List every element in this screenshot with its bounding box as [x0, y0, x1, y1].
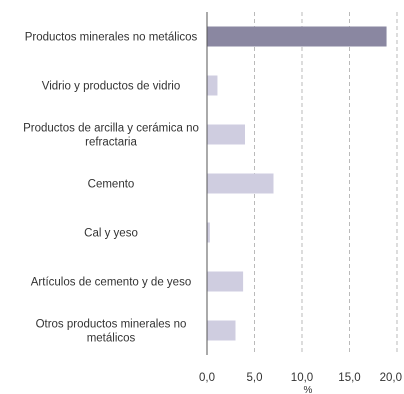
x-tick-label: 20,0 — [380, 372, 402, 384]
category-label: Otros productos minerales no metálicos — [36, 319, 187, 345]
x-tick-label: 10,0 — [291, 372, 313, 384]
grid-lines — [254, 12, 398, 355]
category-label: Productos de arcilla y cerámica no refrac… — [23, 123, 199, 149]
bar — [207, 222, 210, 243]
bar — [207, 75, 218, 96]
bar — [207, 271, 244, 292]
category-label: Artículos de cemento y de yeso — [31, 277, 191, 289]
bar — [207, 173, 274, 194]
category-label: Productos minerales no metálicos — [25, 32, 198, 44]
bar — [207, 320, 236, 341]
x-tick-label: 15,0 — [338, 372, 360, 384]
x-tick-label: 0,0 — [199, 372, 215, 384]
category-labels: Productos minerales no metálicos Vidrio y… — [23, 32, 199, 345]
bars — [207, 26, 387, 341]
bar — [207, 26, 387, 47]
x-tick-labels: 0,0 5,0 10,0 15,0 20,0 — [199, 372, 402, 384]
category-label: Cal y yeso — [84, 228, 138, 240]
x-tick-label: 5,0 — [247, 372, 263, 384]
category-label: Cemento — [88, 179, 135, 191]
bar — [207, 124, 245, 145]
category-label: Vidrio y productos de vidrio — [42, 81, 181, 93]
x-axis-label: % — [304, 385, 313, 394]
